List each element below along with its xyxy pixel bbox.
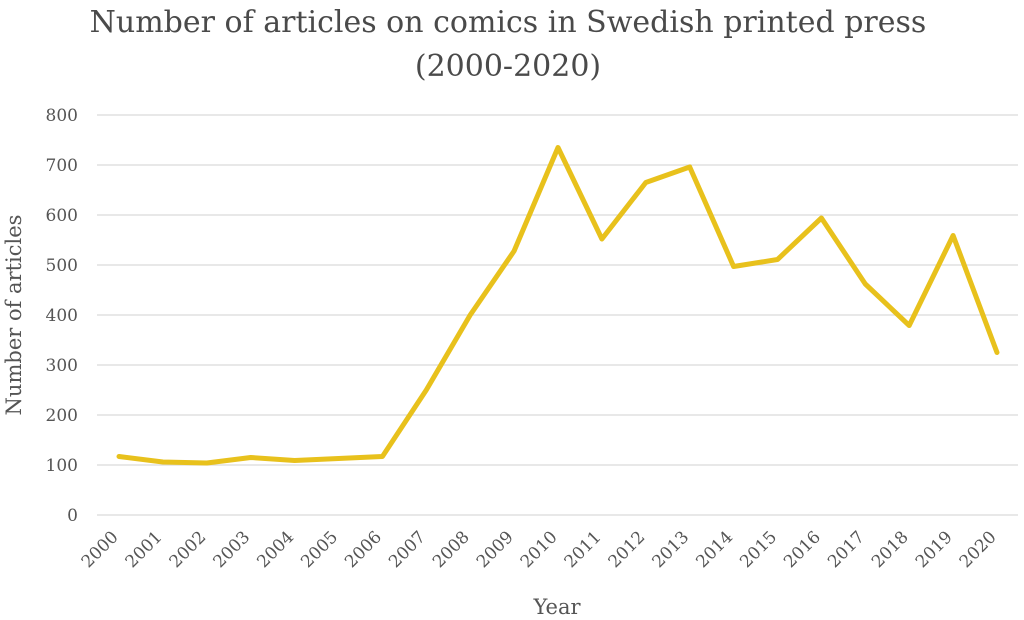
series-line-0 bbox=[116, 145, 1000, 466]
x-tick-label: 2016 bbox=[780, 527, 825, 572]
x-tick-label: 2013 bbox=[649, 527, 694, 572]
x-tick-label: 2008 bbox=[429, 527, 474, 572]
x-axis-ticks: 2000 2001 2002 2003 2004 2005 2006 2007 2008 2009… bbox=[78, 527, 1001, 572]
x-tick-label: 2005 bbox=[297, 527, 342, 572]
x-tick-label: 2015 bbox=[736, 527, 781, 572]
x-tick-label: 2009 bbox=[473, 527, 518, 572]
x-tick-label: 2012 bbox=[605, 527, 650, 572]
x-tick-label: 2004 bbox=[253, 527, 298, 572]
y-tick-label: 200 bbox=[46, 406, 78, 426]
y-tick-label: 300 bbox=[46, 356, 78, 376]
x-tick-label: 2010 bbox=[517, 527, 562, 572]
x-tick-label: 2007 bbox=[385, 527, 430, 572]
y-tick-label: 0 bbox=[67, 506, 78, 526]
x-tick-label: 2006 bbox=[341, 527, 386, 572]
y-tick-label: 100 bbox=[46, 456, 78, 476]
chart-title-line2: (2000-2020) bbox=[415, 49, 601, 84]
y-tick-label: 500 bbox=[46, 256, 78, 276]
x-axis-label: Year bbox=[532, 595, 581, 619]
x-tick-label: 2018 bbox=[868, 527, 913, 572]
x-tick-label: 2014 bbox=[692, 527, 737, 572]
x-tick-label: 2011 bbox=[561, 527, 606, 572]
x-tick-label: 2003 bbox=[209, 527, 254, 572]
x-tick-label: 2017 bbox=[824, 527, 869, 572]
y-tick-label: 700 bbox=[46, 156, 78, 176]
gridlines bbox=[97, 114, 1018, 516]
y-tick-label: 600 bbox=[46, 206, 78, 226]
chart-title-line1: Number of articles on comics in Swedish … bbox=[90, 5, 927, 40]
y-axis-ticks: 0 100 200 300 400 500 600 700 800 bbox=[46, 106, 78, 526]
x-tick-label: 2001 bbox=[122, 527, 167, 572]
y-axis-label: Number of articles bbox=[2, 215, 26, 416]
x-tick-label: 2000 bbox=[78, 527, 123, 572]
y-tick-label: 800 bbox=[46, 106, 78, 126]
x-tick-label: 2019 bbox=[912, 527, 957, 572]
y-tick-label: 400 bbox=[46, 306, 78, 326]
series-layer bbox=[116, 145, 1000, 466]
x-tick-label: 2002 bbox=[166, 527, 211, 572]
x-tick-label: 2020 bbox=[956, 527, 1001, 572]
